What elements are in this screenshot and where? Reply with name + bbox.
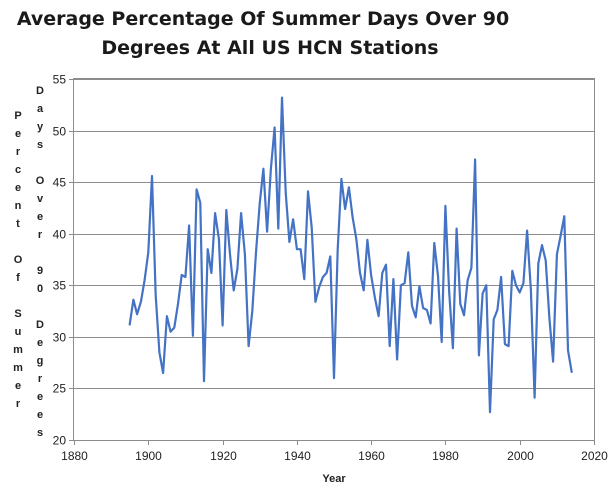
plot-area-border — [73, 78, 595, 441]
y-axis-ticks: 20 25 30 35 40 45 50 55 — [53, 73, 74, 448]
chart-title-line-2: Degrees At All US HCN Stations — [101, 37, 438, 59]
y-tick-label: 45 — [53, 176, 67, 190]
gridlines — [74, 79, 594, 389]
x-tick-label: 2000 — [507, 449, 534, 463]
x-tick-label: 1880 — [61, 449, 88, 463]
y-tick-label: 55 — [53, 73, 67, 87]
x-tick-label: 1960 — [358, 449, 385, 463]
y-tick-label: 30 — [53, 331, 67, 345]
y-tick-label: 20 — [53, 434, 67, 448]
x-tick-label: 1920 — [210, 449, 237, 463]
x-axis-ticks: 1880 1900 1920 1940 1960 1980 2000 2020 — [61, 440, 608, 463]
x-axis-title: Year — [322, 473, 346, 485]
y-tick-label: 25 — [53, 382, 67, 396]
x-tick-label: 1900 — [135, 449, 162, 463]
chart-title-line-1: Average Percentage Of Summer Days Over 9… — [17, 8, 509, 30]
y-tick-label: 40 — [53, 228, 67, 242]
x-tick-label: 1940 — [284, 449, 311, 463]
y-tick-label: 35 — [53, 279, 67, 293]
y-tick-label: 50 — [53, 125, 67, 139]
series-line — [128, 96, 573, 414]
x-tick-label: 2020 — [581, 449, 608, 463]
x-tick-label: 1980 — [432, 449, 459, 463]
series-layer — [128, 96, 573, 414]
